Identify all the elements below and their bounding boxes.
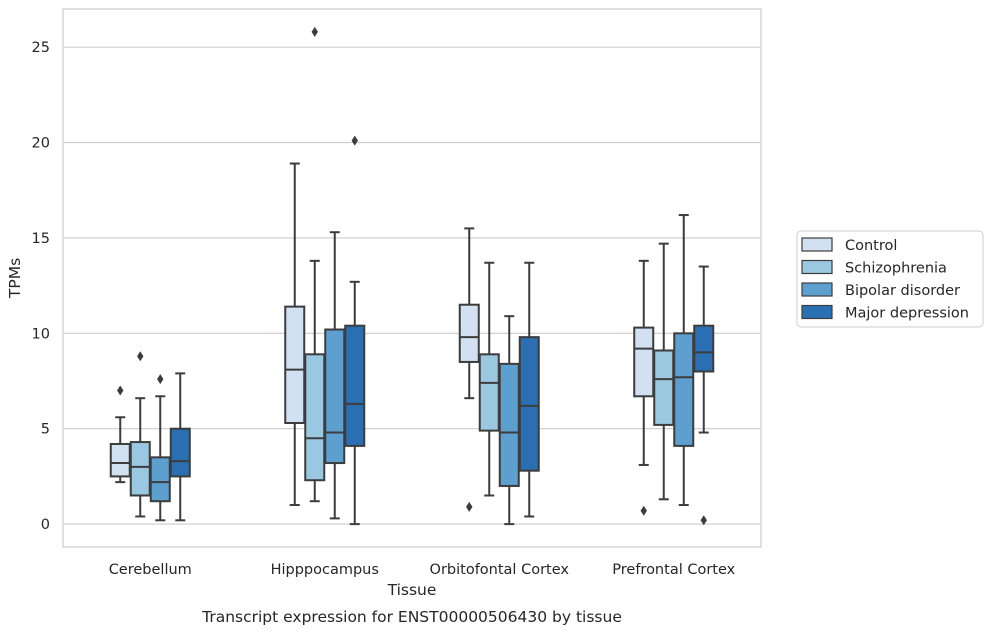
legend-label: Schizophrenia (845, 261, 947, 277)
box (129, 441, 151, 497)
box (633, 326, 655, 398)
box-group (129, 351, 151, 518)
box-series (109, 26, 715, 526)
box (458, 303, 480, 363)
legend-swatch (801, 259, 833, 275)
x-tick-label: Cerebellum (109, 562, 192, 578)
x-tick-label: Hipppocampus (271, 562, 379, 578)
box-group (693, 265, 715, 526)
box (324, 328, 346, 465)
box-group (478, 261, 500, 497)
outlier-point (700, 515, 707, 526)
outlier-point (117, 385, 124, 396)
box-group (324, 231, 346, 520)
box (498, 362, 520, 487)
box (693, 324, 715, 373)
legend-swatch (801, 304, 833, 320)
series-bipolar-disorder (149, 214, 695, 526)
legend-label: Bipolar disorder (845, 283, 960, 299)
y-tick-label: 0 (41, 517, 50, 533)
box-group (653, 242, 675, 501)
box (284, 305, 306, 424)
x-axis-label: Tissue (387, 581, 437, 599)
box (653, 349, 675, 426)
legend-swatch (801, 237, 833, 252)
outlier-point (351, 135, 358, 146)
box-group (498, 315, 520, 526)
box-group (518, 261, 540, 518)
box-group (169, 372, 191, 522)
x-tick-label: Prefrontal Cortex (612, 562, 735, 578)
legend: Control Schizophrenia Bipolar disorder Majo… (796, 230, 984, 328)
outlier-point (137, 351, 144, 362)
x-tick-label: Orbitofontal Cortex (430, 562, 570, 578)
plot-frame (62, 8, 762, 548)
legend-label: Control (845, 238, 897, 254)
y-tick-label: 15 (32, 231, 50, 247)
series-schizophrenia (129, 26, 675, 518)
outlier-point (311, 26, 318, 37)
box-group (633, 259, 655, 516)
y-axis-ticks: 0 5 10 15 20 25 (32, 40, 50, 533)
box (304, 353, 326, 482)
y-tick-label: 20 (32, 136, 50, 152)
series-major-depression (169, 135, 715, 526)
box-group (304, 26, 326, 503)
legend-label: Major depression (845, 306, 969, 322)
box (149, 456, 171, 503)
outlier-point (640, 505, 647, 516)
box (169, 427, 191, 478)
box (673, 332, 695, 447)
box-group (344, 135, 366, 526)
series-control (109, 162, 655, 516)
legend-frame (796, 230, 984, 328)
y-axis-label: TPMs (6, 258, 24, 299)
box-group (149, 374, 171, 522)
grid-lines (63, 46, 761, 525)
y-tick-label: 25 (32, 40, 50, 56)
chart-caption: Transcript expression for ENST0000050643… (201, 608, 622, 626)
outlier-point (466, 501, 473, 512)
y-tick-label: 5 (41, 422, 50, 438)
y-tick-label: 10 (32, 326, 50, 342)
box-group (109, 385, 131, 484)
box (344, 324, 366, 447)
box (109, 442, 131, 478)
outlier-point (157, 374, 164, 385)
box (478, 353, 500, 432)
box (518, 336, 540, 472)
box-group (284, 162, 306, 507)
legend-swatch (801, 282, 833, 297)
x-axis-ticks: Cerebellum Hipppocampus Orbitofontal Corte… (109, 562, 736, 578)
box-group (458, 227, 480, 512)
box-group (673, 214, 695, 507)
